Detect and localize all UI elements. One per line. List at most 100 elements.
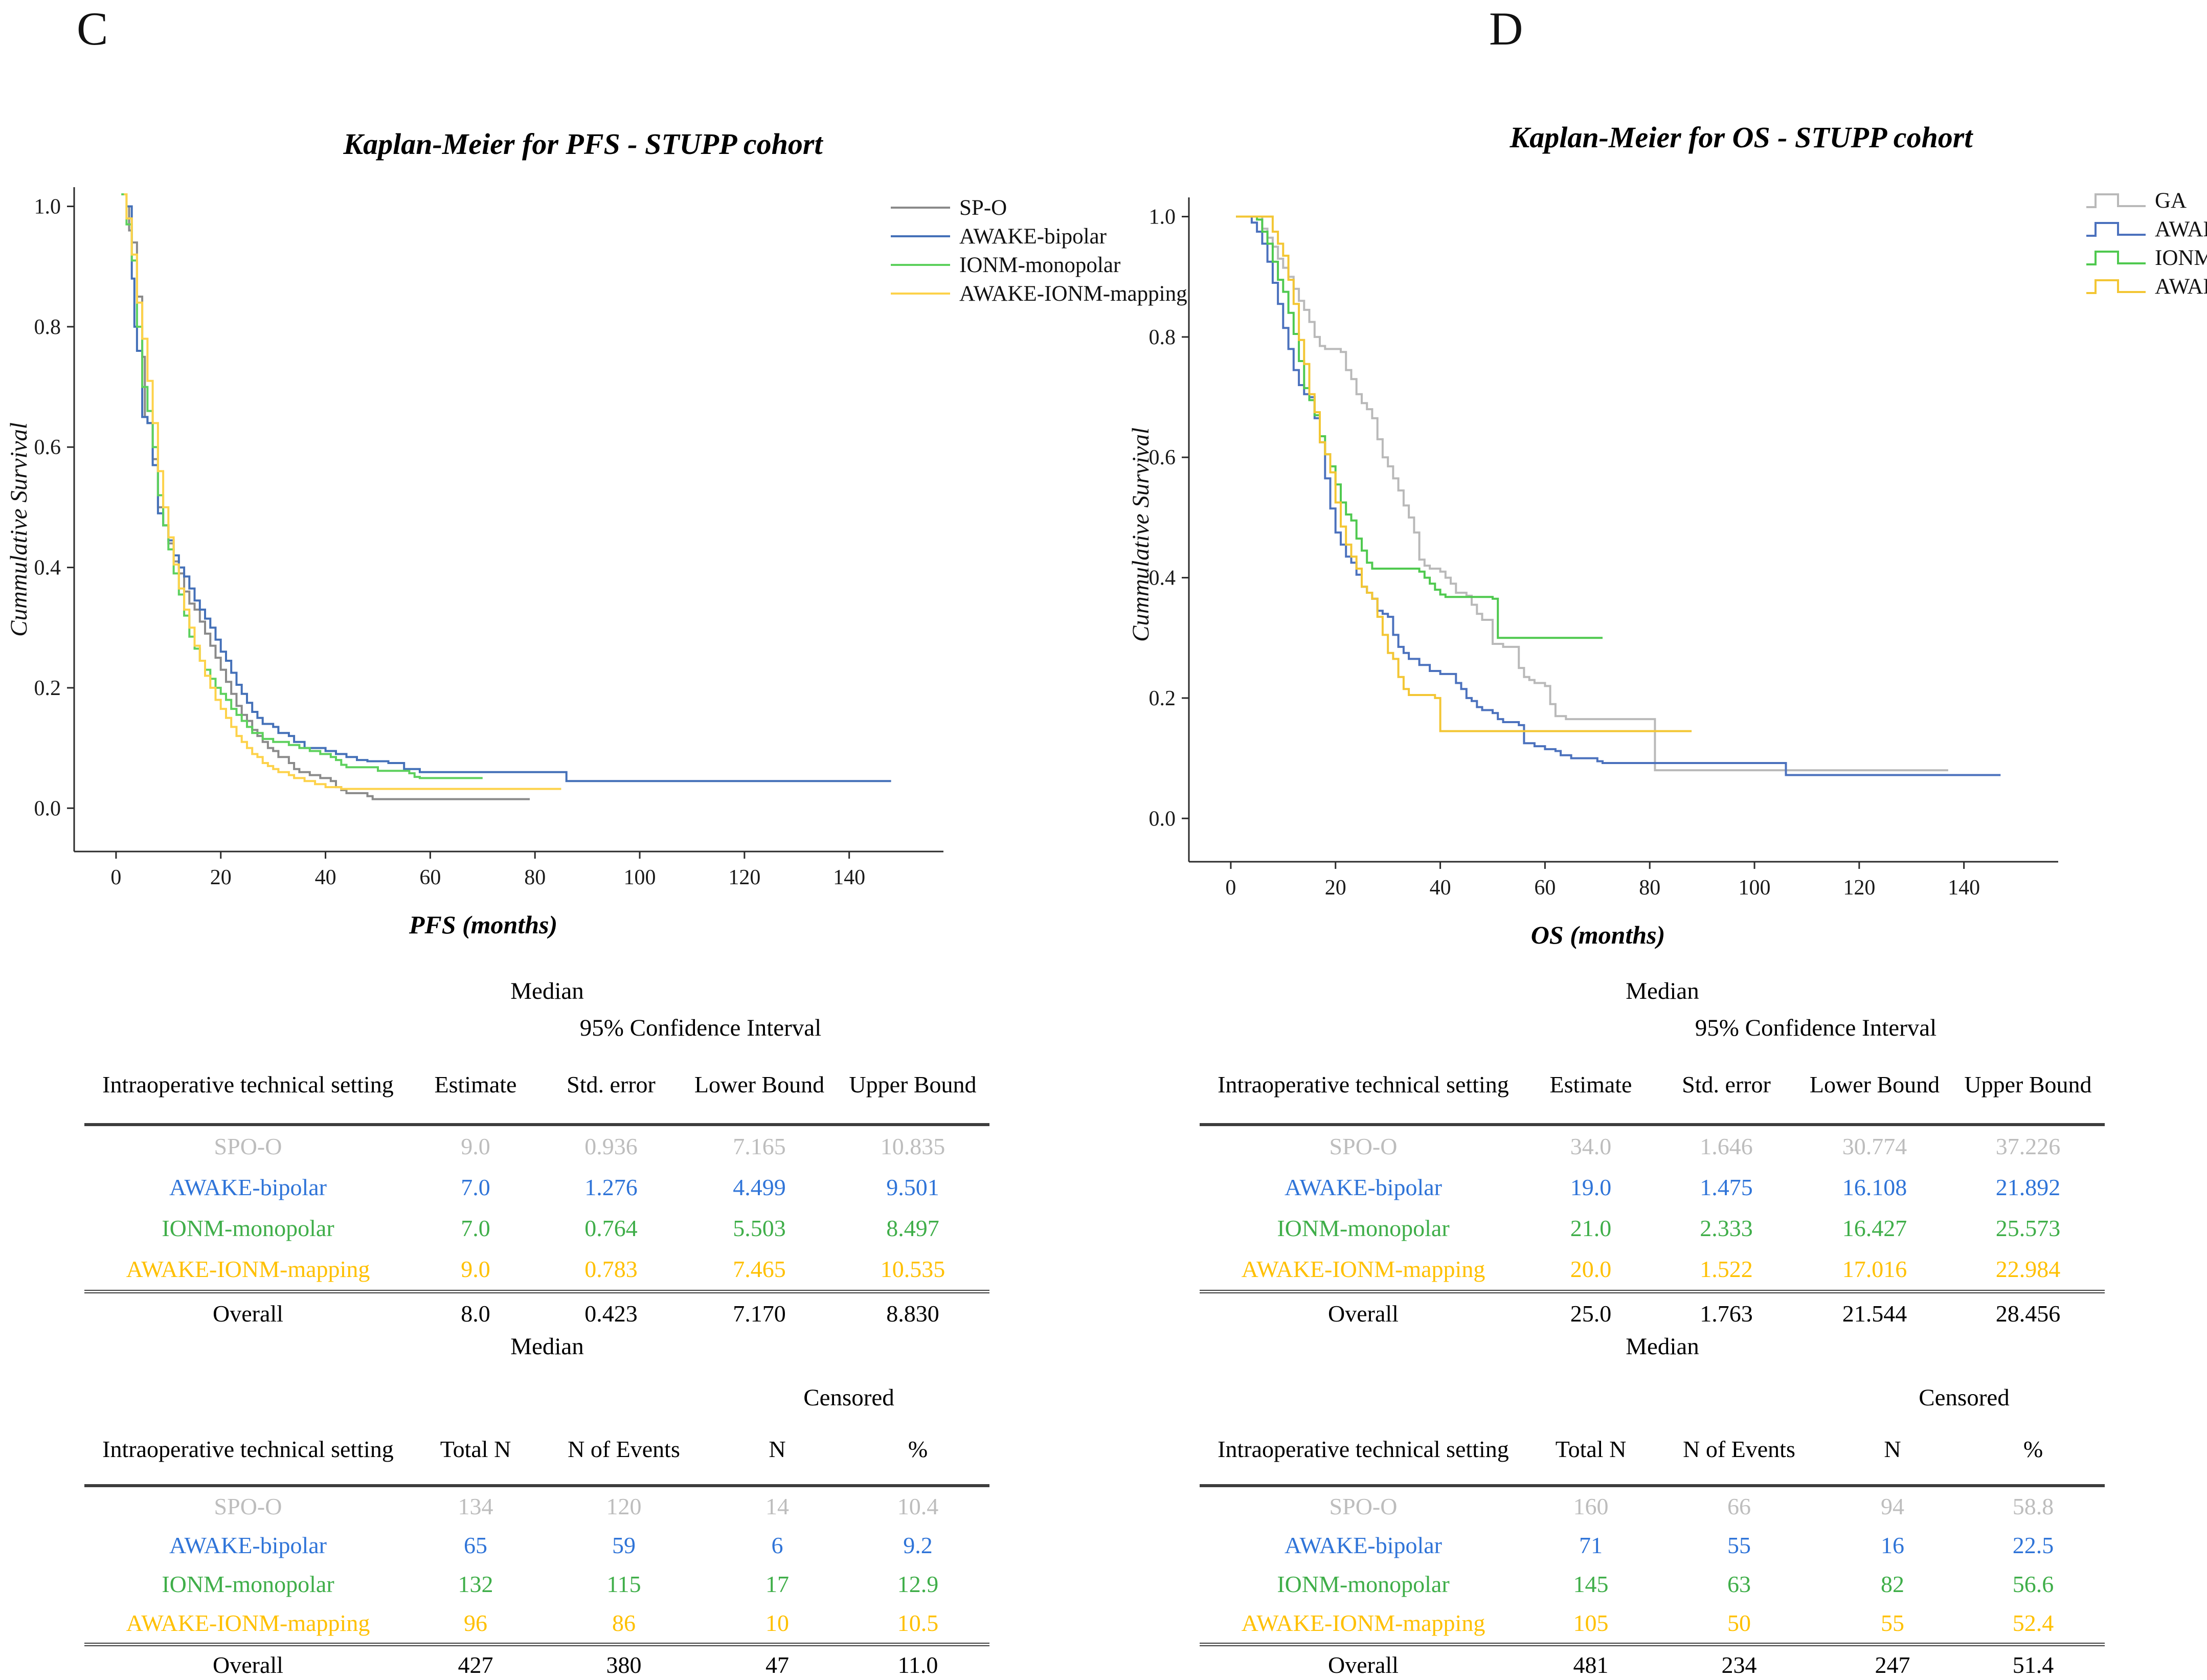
table-cell: 1.522 bbox=[1700, 1256, 1753, 1282]
table-cell: 0.936 bbox=[584, 1133, 638, 1159]
y-tick-label: 1.0 bbox=[1149, 206, 1176, 229]
column-header: Total N bbox=[1527, 1415, 1655, 1487]
table-cell: 47 bbox=[708, 1643, 846, 1680]
x-tick-label: 20 bbox=[210, 866, 232, 889]
table-row: AWAKE-bipolar 19.0 1.475 16.108 21.892 bbox=[1200, 1167, 2105, 1208]
table-caption-ci: 95% Confidence Interval bbox=[579, 1014, 822, 1041]
table-cell: 55 bbox=[1881, 1609, 1904, 1636]
x-tick-label: 120 bbox=[1843, 876, 1875, 900]
row-label: IONM-monopolar bbox=[1277, 1571, 1450, 1597]
table-cell: 145 bbox=[1573, 1571, 1609, 1597]
row-header: Intraoperative technical setting bbox=[84, 1415, 412, 1487]
header-row: Intraoperative technical setting Estimat… bbox=[84, 1046, 989, 1126]
table-cell: 21.892 bbox=[1995, 1174, 2061, 1200]
table-cell: 17.016 bbox=[1842, 1256, 1907, 1282]
y-tick-label: 0.2 bbox=[1149, 687, 1176, 710]
table-cell: 10.4 bbox=[897, 1493, 939, 1519]
table-cell: 16 bbox=[1881, 1532, 1904, 1558]
table-cell: 86 bbox=[612, 1609, 636, 1636]
table-cell: 8.497 bbox=[886, 1215, 939, 1241]
caption-row: Censored bbox=[84, 1381, 989, 1415]
table-cell: 9.0 bbox=[461, 1133, 490, 1159]
table-cell: 8.830 bbox=[836, 1290, 989, 1334]
overall-row: Overall 8.0 0.423 7.170 8.830 bbox=[84, 1290, 989, 1334]
table-cell: 94 bbox=[1881, 1493, 1904, 1519]
table-cell: 10.835 bbox=[880, 1133, 945, 1159]
km-plot-os: 0 20 40 60 80 100 120 140 0.0 0.2 0.4 0.6 0.8 1.0 OS (… bbox=[1149, 197, 2058, 949]
table-cell: 56.6 bbox=[2012, 1571, 2054, 1597]
table-row: AWAKE-bipolar 71 55 16 22.5 bbox=[1200, 1526, 2105, 1565]
y-tick-label: 0.4 bbox=[34, 556, 61, 580]
table-cell: 234 bbox=[1655, 1643, 1823, 1680]
x-axis-label: PFS (months) bbox=[409, 910, 557, 939]
caption-row: Median bbox=[84, 973, 989, 1010]
legend-label: AWAKE-bipolar bbox=[959, 224, 1107, 249]
legend-swatch-icon bbox=[2086, 222, 2146, 237]
legend-label: SP-O bbox=[959, 195, 1007, 220]
pfs-censored-table: Censored Intraoperative technical settin… bbox=[84, 1381, 989, 1680]
legend-item: SP-O bbox=[890, 195, 1187, 220]
table-cell: 51.4 bbox=[1962, 1643, 2105, 1680]
row-label: AWAKE-bipolar bbox=[1284, 1532, 1442, 1558]
table-cell: 17 bbox=[765, 1571, 789, 1597]
table-cell: 59 bbox=[612, 1532, 636, 1558]
km-curve-sp-o bbox=[126, 205, 530, 800]
table-cell: 105 bbox=[1573, 1609, 1609, 1636]
table-cell: 58.8 bbox=[2012, 1493, 2054, 1519]
x-tick-label: 20 bbox=[1325, 876, 1346, 900]
overall-row: Overall 481 234 247 51.4 bbox=[1200, 1643, 2105, 1680]
row-label: SPO-O bbox=[1329, 1133, 1398, 1159]
table-row: IONM-monopolar 21.0 2.333 16.427 25.573 bbox=[1200, 1208, 2105, 1249]
table-cell: 9.501 bbox=[886, 1174, 939, 1200]
row-label: IONM-monopolar bbox=[162, 1571, 334, 1597]
table-cell: 4.499 bbox=[733, 1174, 786, 1200]
table-cell: 30.774 bbox=[1842, 1133, 1907, 1159]
row-label: AWAKE-IONM-mapping bbox=[1241, 1256, 1485, 1282]
table-cell: 65 bbox=[464, 1532, 487, 1558]
caption-row: Censored bbox=[1200, 1381, 2105, 1415]
legend-item: AWAKE-bipolar bbox=[890, 224, 1187, 249]
table-row: AWAKE-IONM-mapping 96 86 10 10.5 bbox=[84, 1604, 989, 1645]
table-cell: 20.0 bbox=[1570, 1256, 1612, 1282]
row-header: Intraoperative technical setting bbox=[1200, 1415, 1527, 1487]
table-cell: 120 bbox=[606, 1493, 642, 1519]
x-tick-label: 100 bbox=[624, 866, 656, 889]
legend-label: IONM-monopolar bbox=[959, 253, 1121, 277]
legend-pfs: SP-O AWAKE-bipolar IONM-monopolar AWAKE-ION… bbox=[890, 195, 1187, 306]
table-cell: 5.503 bbox=[733, 1215, 786, 1241]
chart-title-os: Kaplan-Meier for OS - STUPP cohort bbox=[1510, 121, 1973, 154]
table-cell: 22.5 bbox=[2012, 1532, 2054, 1558]
legend-swatch-icon bbox=[2086, 279, 2146, 294]
column-header: Std. error bbox=[539, 1046, 683, 1126]
legend-swatch-icon bbox=[891, 235, 950, 237]
row-label: IONM-monopolar bbox=[1277, 1215, 1450, 1241]
y-tick-label: 0.0 bbox=[1149, 807, 1176, 831]
table-row: AWAKE-IONM-mapping 105 50 55 52.4 bbox=[1200, 1604, 2105, 1645]
table-cell: 10 bbox=[765, 1609, 789, 1636]
table-cell: 380 bbox=[539, 1643, 708, 1680]
column-header: Upper Bound bbox=[836, 1046, 989, 1126]
table-row: SPO-O 9.0 0.936 7.165 10.835 bbox=[84, 1125, 989, 1167]
legend-item: IONM-monopolar bbox=[890, 253, 1187, 277]
x-tick-label: 140 bbox=[1948, 876, 1980, 900]
km-curve-awake bbox=[1236, 215, 2001, 776]
table-caption-median: Median bbox=[1626, 977, 1699, 1004]
x-tick-label: 60 bbox=[419, 866, 441, 889]
table-cell: 134 bbox=[458, 1493, 493, 1519]
row-header: Intraoperative technical setting bbox=[84, 1046, 412, 1126]
table-cell: 0.764 bbox=[584, 1215, 638, 1241]
table-cell: 160 bbox=[1573, 1493, 1609, 1519]
km-plot-pfs: 0 20 40 60 80 100 120 140 0.0 0.2 0.4 0.6 0.8 1.0 PFS … bbox=[34, 187, 943, 939]
column-header: Estimate bbox=[412, 1046, 539, 1126]
table-caption-ci: 95% Confidence Interval bbox=[1695, 1014, 1937, 1041]
column-header: N bbox=[708, 1415, 846, 1487]
row-label: AWAKE-IONM-mapping bbox=[1241, 1609, 1485, 1636]
legend-swatch-icon bbox=[891, 293, 950, 295]
x-tick-label: 40 bbox=[1430, 876, 1451, 900]
x-tick-label: 40 bbox=[315, 866, 336, 889]
header-row: Intraoperative technical setting Estimat… bbox=[1200, 1046, 2105, 1126]
row-label: AWAKE-bipolar bbox=[169, 1174, 327, 1200]
column-header: N bbox=[1823, 1415, 1962, 1487]
km-curve-awake-bipolar bbox=[126, 205, 891, 782]
caption-row: 95% Confidence Interval bbox=[84, 1010, 989, 1046]
